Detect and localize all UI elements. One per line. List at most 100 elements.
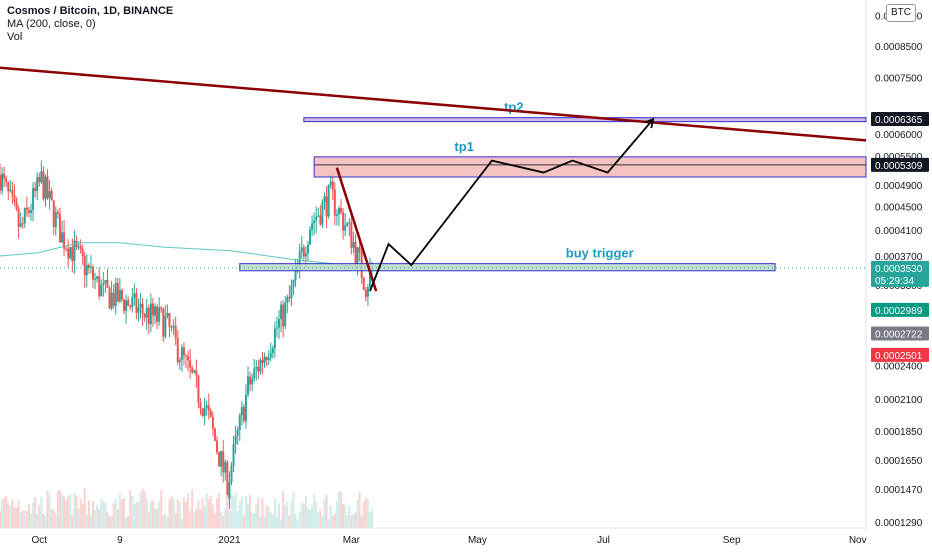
candle-body <box>143 313 146 318</box>
volume-bar <box>238 501 241 528</box>
volume-bar <box>213 513 216 528</box>
candle-body <box>0 175 1 191</box>
candle-body <box>253 368 256 379</box>
candle-body <box>25 207 28 211</box>
volume-bar <box>149 500 152 528</box>
candle-body <box>304 253 307 257</box>
annotation-box-tp2 <box>303 117 867 123</box>
volume-bar <box>164 514 167 528</box>
volume-bar <box>329 505 332 528</box>
volume-bar <box>195 508 198 528</box>
volume-bar <box>81 504 84 528</box>
volume-bar <box>220 511 223 528</box>
volume-bar <box>65 500 68 528</box>
candle-body <box>278 319 281 328</box>
candle-body <box>185 355 188 357</box>
currency-button[interactable]: BTC <box>886 4 916 22</box>
candle-body <box>158 307 161 322</box>
volume-bar <box>244 496 247 528</box>
volume-bar <box>67 496 70 528</box>
candle-body <box>168 313 171 327</box>
candle-body <box>166 313 169 317</box>
price-label: 0.0005309 <box>875 161 923 172</box>
candle-body <box>298 251 301 267</box>
y-tick-label: 0.0001850 <box>875 427 923 438</box>
volume-bar <box>40 497 43 528</box>
candle-body <box>195 370 198 376</box>
volume-bar <box>3 498 6 528</box>
volume-bar <box>189 510 192 528</box>
volume-bar <box>156 509 159 528</box>
volume-bar <box>174 513 177 528</box>
volume-bar <box>234 492 237 528</box>
x-tick-label: Jul <box>597 535 610 546</box>
candle-body <box>288 296 291 299</box>
volume-bar <box>267 507 270 528</box>
candle-body <box>247 376 250 395</box>
volume-bar <box>350 515 353 528</box>
candle-body <box>346 223 349 226</box>
candle-body <box>104 279 107 284</box>
annotation-label-buy-trigger: buy trigger <box>566 246 634 261</box>
candle-body <box>127 300 130 306</box>
volume-bar <box>263 516 266 528</box>
candle-body <box>356 247 359 264</box>
volume-bar <box>139 492 142 528</box>
volume-bar <box>44 515 47 528</box>
volume-bar <box>79 498 82 528</box>
candle-body <box>63 232 66 249</box>
volume-bar <box>32 502 35 528</box>
volume-bar <box>197 500 200 528</box>
volume-bar <box>366 498 369 528</box>
candle-body <box>207 405 210 411</box>
candle-body <box>50 191 53 201</box>
candle-body <box>216 440 219 453</box>
volume-bar <box>325 494 328 528</box>
volume-bar <box>54 513 57 528</box>
volume-bar <box>193 512 196 528</box>
candle-body <box>133 293 136 298</box>
x-tick-label: Oct <box>31 535 47 546</box>
candle-body <box>187 356 190 361</box>
candle-body <box>267 357 270 361</box>
volume-bar <box>178 502 181 528</box>
candle-body <box>201 408 204 416</box>
volume-bar <box>106 512 109 528</box>
candle-body <box>7 182 10 192</box>
volume-bar <box>63 496 66 528</box>
candle-body <box>46 176 49 199</box>
volume-bar <box>335 501 338 528</box>
volume-bar <box>127 515 130 528</box>
candle-body <box>27 210 30 213</box>
volume-bar <box>1 498 4 528</box>
volume-bar <box>182 497 185 528</box>
candle-body <box>69 247 72 259</box>
candle-body <box>19 223 22 227</box>
candle-body <box>286 296 289 303</box>
volume-bar <box>100 498 103 528</box>
volume-bar <box>135 502 138 528</box>
volume-bar <box>94 509 97 528</box>
candle-body <box>257 366 260 372</box>
volume-bar <box>284 505 287 528</box>
volume-bar <box>280 518 283 528</box>
volume-bar <box>172 498 175 528</box>
candle-body <box>238 415 241 430</box>
x-tick-label: May <box>468 535 487 546</box>
projection-path <box>369 118 654 292</box>
candle-body <box>54 212 57 227</box>
candle-body <box>114 282 117 306</box>
candle-body <box>100 284 103 296</box>
volume-bar <box>368 512 371 528</box>
candle-body <box>129 305 132 308</box>
volume-bar <box>319 509 322 528</box>
y-tick-label: 0.0004500 <box>875 203 923 214</box>
candle-body <box>362 277 365 290</box>
candle-body <box>350 222 353 248</box>
candle-body <box>116 282 119 302</box>
candle-body <box>193 370 196 373</box>
candle-body <box>11 190 14 196</box>
candle-body <box>325 196 328 217</box>
